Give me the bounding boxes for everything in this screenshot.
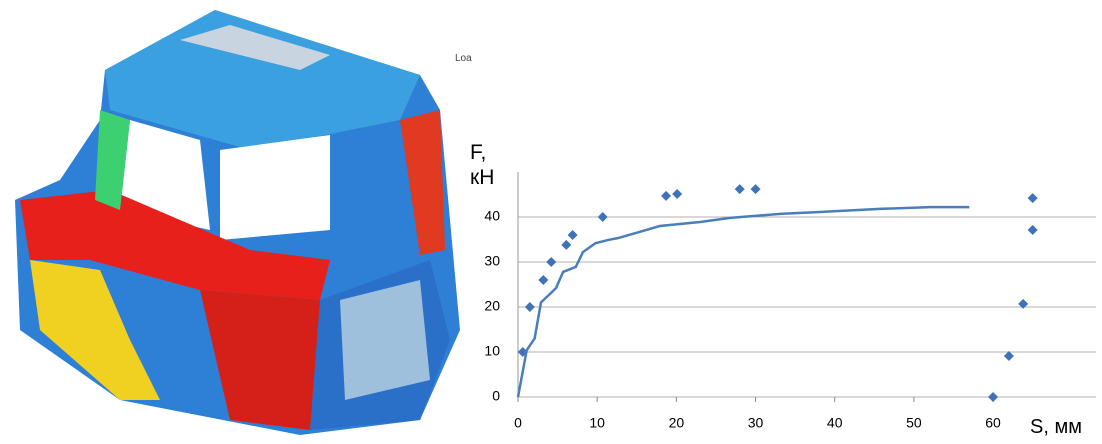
y-axis-label: F, кН bbox=[470, 140, 510, 190]
data-point bbox=[561, 240, 571, 250]
x-tick-label: 30 bbox=[748, 415, 764, 431]
chart: 0 10 20 30 40 0 10 20 30 40 50 60 bbox=[0, 0, 1102, 444]
page: {"chart_data": {"type": "scatter", "anno… bbox=[0, 0, 1102, 444]
x-tick-label: 60 bbox=[985, 415, 1001, 431]
data-point bbox=[546, 257, 556, 267]
data-point bbox=[1028, 193, 1038, 203]
x-tick-label: 50 bbox=[906, 415, 922, 431]
x-tick-label: 10 bbox=[589, 415, 605, 431]
data-line bbox=[518, 207, 969, 397]
data-point bbox=[988, 392, 998, 402]
x-tick-label: 20 bbox=[669, 415, 685, 431]
y-tick-label: 30 bbox=[484, 253, 500, 269]
data-point bbox=[1028, 225, 1038, 235]
y-tick-label: 20 bbox=[484, 298, 500, 314]
x-tick-label: 40 bbox=[827, 415, 843, 431]
annotation: Loa bbox=[455, 53, 472, 64]
y-tick-label: 10 bbox=[484, 343, 500, 359]
y-tick-label: 40 bbox=[484, 208, 500, 224]
data-point bbox=[538, 275, 548, 285]
data-point bbox=[1004, 351, 1014, 361]
data-point bbox=[661, 191, 671, 201]
data-point bbox=[598, 212, 608, 222]
data-point bbox=[672, 189, 682, 199]
x-axis-label: S, мм bbox=[1030, 416, 1082, 439]
y-tick-label: 0 bbox=[492, 388, 500, 404]
x-tick-label: 0 bbox=[514, 415, 522, 431]
data-point bbox=[568, 230, 578, 240]
data-point bbox=[525, 302, 535, 312]
data-point bbox=[751, 184, 761, 194]
data-point bbox=[735, 184, 745, 194]
